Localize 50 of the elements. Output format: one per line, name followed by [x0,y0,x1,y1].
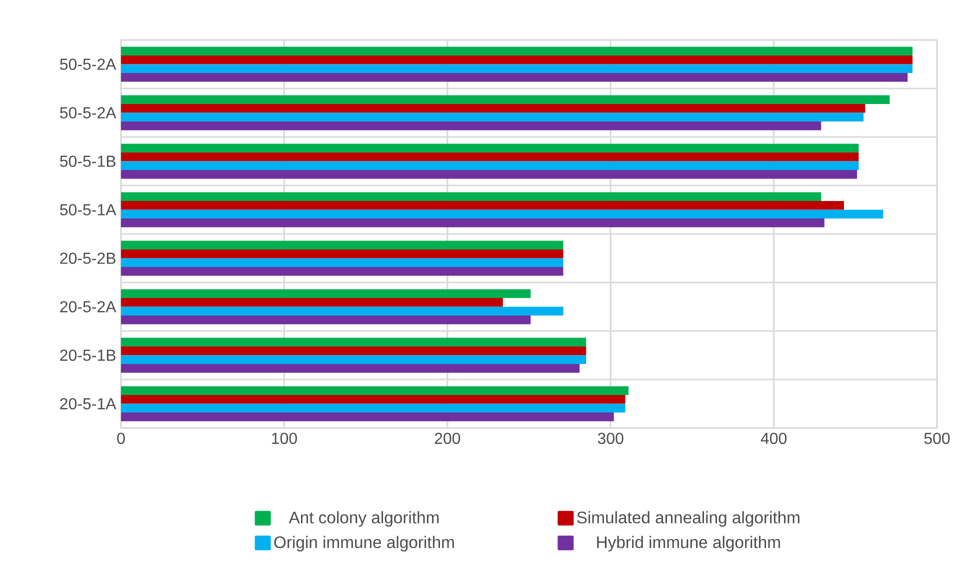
bar [121,404,626,412]
bar [121,210,884,218]
bar [121,355,586,364]
y-tick-label: 50-5-2A [60,107,116,118]
bar [121,201,844,210]
legend-label: Origin immune algorithm [274,536,454,552]
bar [121,104,866,113]
bar [121,144,859,153]
x-tick-label: 300 [598,432,624,444]
y-tick-label: 20-5-2A [60,301,116,312]
x-tick-label: 500 [924,432,950,444]
bar [121,298,503,307]
bar [121,218,824,228]
bar [121,64,913,73]
bar [121,250,564,258]
bar [121,258,564,267]
y-tick-label: 50-5-1A [60,204,116,216]
bar [121,170,858,179]
bar [121,364,580,373]
bar [121,112,864,122]
x-tick-label: 400 [760,432,787,444]
y-tick-label: 20-5-1B [60,350,116,361]
y-tick-label: 50-5-1B [60,156,116,167]
bar [121,412,614,422]
bar [121,121,822,130]
legend-label: Ant colony algorithm [288,511,439,527]
bar [121,266,564,276]
y-tick-label: 20-5-1A [60,398,116,410]
bar [121,395,626,404]
bar [121,192,822,202]
bar [121,338,586,347]
bar [121,72,908,82]
bar [121,95,890,104]
bar [121,240,564,250]
bar [121,161,859,170]
x-tick-label: 200 [434,432,460,444]
legend-label: Hybrid immune algorithm [597,536,780,552]
bar [121,56,913,64]
bar [121,346,586,356]
y-tick-label: 20-5-2B [60,252,116,264]
bar [121,152,859,162]
bar [121,46,913,56]
legend-label: Simulated annealing algorithm [577,511,800,527]
bar [121,306,564,316]
y-tick-label: 50-5-2A [60,58,116,70]
bar [121,289,531,298]
bar [121,386,629,396]
x-tick-label: 0 [117,432,125,444]
bar [121,315,531,324]
x-tick-label: 100 [272,432,297,444]
